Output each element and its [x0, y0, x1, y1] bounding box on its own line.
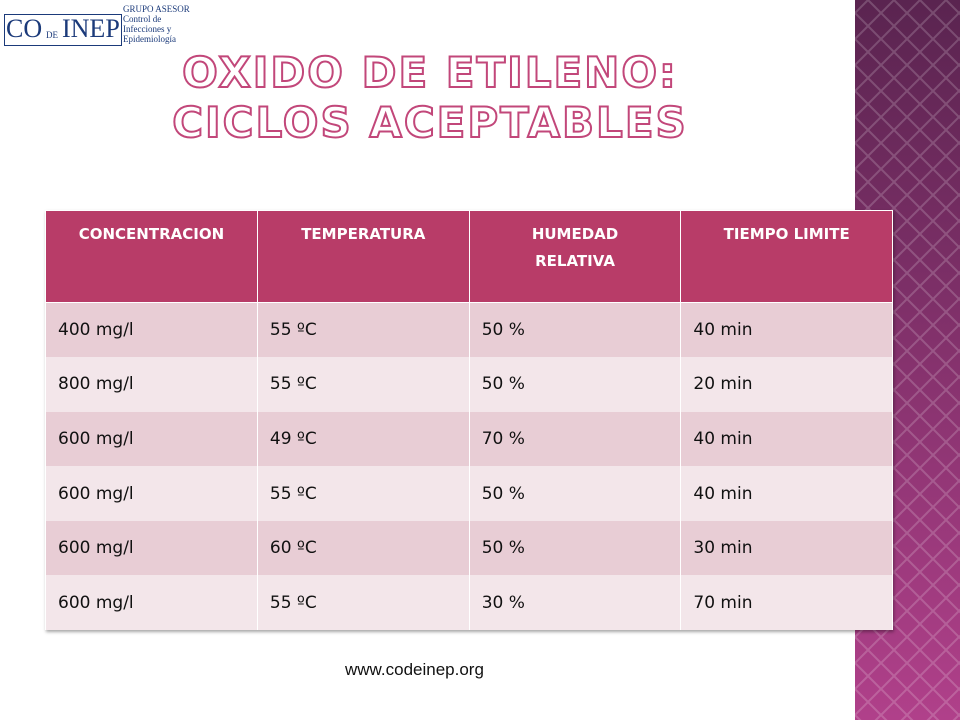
logo-inep: INEP [62, 14, 120, 43]
logo-line: Infecciones y [123, 24, 172, 34]
logo-box [4, 14, 122, 46]
header-cell: HUMEDAD RELATIVA [468, 210, 682, 303]
table-cell: 800 mg/l [45, 357, 258, 412]
table-row: 600 mg/l 49 ºC 70 % 40 min [45, 411, 893, 467]
header-cell: TIEMPO LIMITE [680, 210, 893, 303]
logo-text: GRUPO ASESOR Control de Infecciones y Epide… [123, 4, 190, 44]
table-row: 600 mg/l 55 ºC 30 % 70 min [45, 575, 893, 631]
table-cell: 49 ºC [256, 411, 470, 467]
logo-line: Epidemiología [123, 34, 176, 44]
logo-line: Control de [123, 14, 162, 24]
table-cell: 55 ºC [256, 357, 470, 412]
table-cell: 55 ºC [256, 302, 470, 358]
header-cell: TEMPERATURA [256, 210, 470, 303]
table-cell: 600 mg/l [45, 466, 258, 521]
table-cell: 50 % [468, 302, 682, 358]
table-cell: 30 % [468, 575, 682, 631]
footer-url: www.codeinep.org [345, 660, 484, 679]
table-cell: 30 min [680, 520, 893, 576]
table-cell: 40 min [680, 466, 893, 521]
table-row: 400 mg/l 55 ºC 50 % 40 min [45, 302, 893, 358]
table-row: 600 mg/l 55 ºC 50 % 40 min [45, 466, 893, 521]
title-line: OXIDO DE ETILENO: [181, 47, 678, 98]
logo-line: GRUPO ASESOR [123, 4, 190, 14]
title: OXIDO DE ETILENO: CICLOS ACEPTABLES [150, 47, 710, 148]
logo-co: CO [6, 14, 43, 43]
table-row: 600 mg/l 60 ºC 50 % 30 min [45, 520, 893, 576]
logo-de: DE [46, 30, 58, 40]
title-line: CICLOS ACEPTABLES [171, 97, 688, 148]
table-cell: 40 min [680, 302, 893, 358]
table-cell: 600 mg/l [45, 411, 258, 467]
table: CONCENTRACION TEMPERATURA HUMEDAD RELATIVA… [45, 210, 893, 631]
table-cell: 50 % [468, 520, 682, 576]
header-cell: CONCENTRACION [45, 210, 258, 303]
table-cell: 50 % [468, 466, 682, 521]
table-cell: 50 % [468, 357, 682, 412]
table-cell: 55 ºC [256, 466, 470, 521]
table-cell: 70 % [468, 411, 682, 467]
table-cell: 400 mg/l [45, 302, 258, 358]
table-row: 800 mg/l 55 ºC 50 % 20 min [45, 357, 893, 412]
logo: CO DE INEP GRUPO ASESOR Control de Infecci… [0, 0, 200, 50]
table-cell: 40 min [680, 411, 893, 467]
table-cell: 20 min [680, 357, 893, 412]
table-cell: 600 mg/l [45, 575, 258, 631]
table-cell: 55 ºC [256, 575, 470, 631]
header-row: CONCENTRACION TEMPERATURA HUMEDAD RELATIVA… [45, 210, 893, 303]
table-cell: 70 min [680, 575, 893, 631]
table-cell: 60 ºC [256, 520, 470, 576]
table-cell: 600 mg/l [45, 520, 258, 576]
